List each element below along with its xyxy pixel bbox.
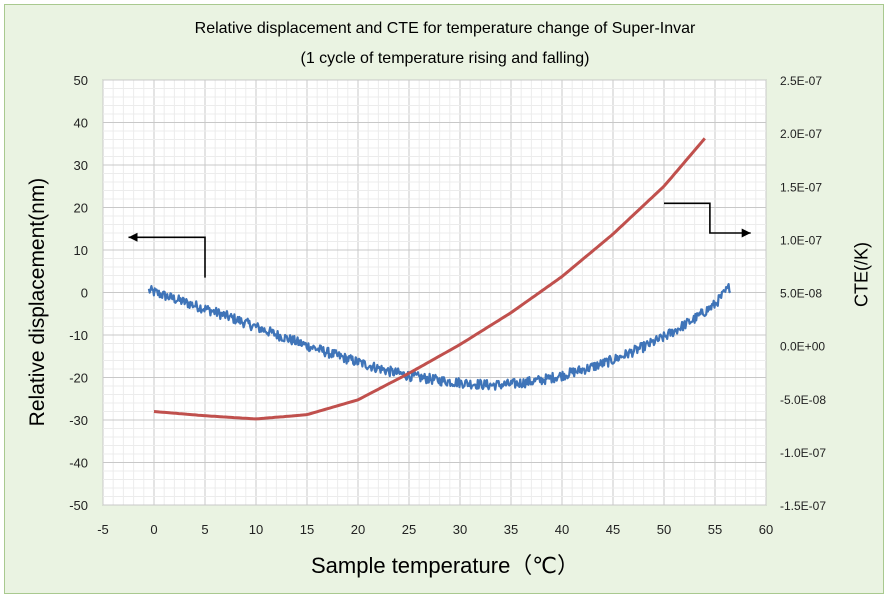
x-tick-label: 40	[555, 522, 569, 537]
y-right-tick-label: -1.0E-07	[780, 446, 826, 460]
gridlines	[102, 79, 767, 506]
y-left-tick-label: 10	[74, 243, 88, 258]
x-tick-label: 60	[759, 522, 773, 537]
x-tick-label: -5	[97, 522, 109, 537]
y-right-tick-label: 5.0E-08	[780, 287, 822, 301]
y-left-tick-label: -10	[69, 328, 88, 343]
x-tick-label: 35	[504, 522, 518, 537]
y-left-tick-label: -50	[69, 498, 88, 513]
y-right-tick-label: 2.5E-07	[780, 74, 822, 88]
x-tick-label: 50	[657, 522, 671, 537]
x-tick-label: 15	[300, 522, 314, 537]
series-layer	[147, 137, 732, 421]
x-axis-ticks: -5 0 5 10 15 20 25 30 35 40 45 50 55 60	[97, 522, 773, 537]
y-right-axis-label: CTE(/K)	[851, 242, 872, 307]
chart-title: Relative displacement and CTE for temper…	[194, 20, 696, 37]
y-left-tick-label: 40	[74, 116, 88, 131]
y-left-tick-label: 30	[74, 158, 88, 173]
y-left-axis-label: Relative displacement(nm)	[26, 177, 49, 427]
series-cte-line	[153, 137, 706, 421]
y-right-axis-ticks: 2.5E-07 2.0E-07 1.5E-07 1.0E-07 5.0E-08 0.0E+…	[780, 74, 826, 513]
y-left-tick-label: -40	[69, 456, 88, 471]
x-tick-label: 5	[201, 522, 208, 537]
x-tick-label: 0	[150, 522, 157, 537]
y-left-tick-label: -30	[69, 413, 88, 428]
y-right-tick-label: -1.5E-07	[780, 499, 826, 513]
y-right-tick-label: 2.0E-07	[780, 127, 822, 141]
annotation-layer	[128, 202, 751, 278]
y-right-tick-label: -5.0E-08	[780, 393, 826, 407]
arrow-to-right-axis	[664, 202, 751, 234]
y-left-axis-ticks: 50 40 30 20 10 0 -10 -20 -30 -40 -50	[69, 73, 88, 513]
x-axis-label: Sample temperature（℃）	[310, 553, 580, 578]
x-tick-label: 45	[606, 522, 620, 537]
series-displacement-line	[147, 283, 732, 391]
y-left-tick-label: -20	[69, 371, 88, 386]
chart-subtitle: (1 cycle of temperature rising and falli…	[300, 50, 590, 67]
x-tick-label: 10	[249, 522, 263, 537]
arrowhead	[128, 232, 138, 242]
arrowhead	[741, 228, 751, 238]
y-left-tick-label: 0	[81, 286, 88, 301]
y-right-tick-label: 1.0E-07	[780, 233, 822, 247]
x-tick-label: 20	[351, 522, 365, 537]
y-right-tick-label: 0.0E+00	[780, 340, 825, 354]
y-left-tick-label: 50	[74, 73, 88, 88]
x-tick-label: 55	[708, 522, 722, 537]
arrow-to-left-axis	[128, 236, 206, 278]
x-tick-label: 30	[453, 522, 467, 537]
x-tick-label: 25	[402, 522, 416, 537]
y-left-tick-label: 20	[74, 201, 88, 216]
y-right-tick-label: 1.5E-07	[780, 180, 822, 194]
